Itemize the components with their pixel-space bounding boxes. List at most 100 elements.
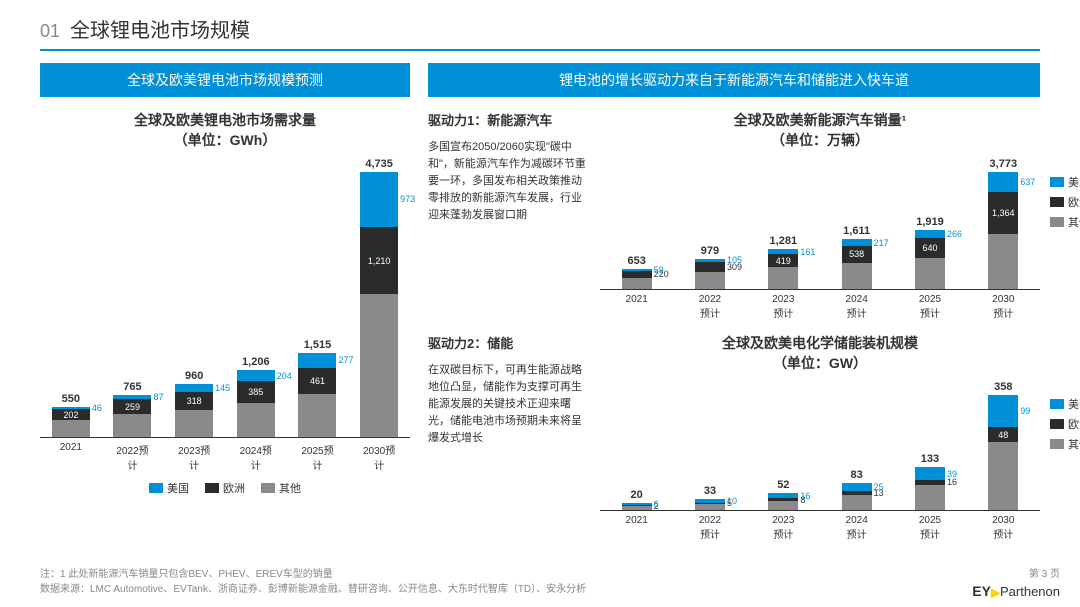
bar-column: 52 816 [768, 479, 798, 510]
bar-segment-us: 16 [768, 493, 798, 498]
bar-segment-other [237, 403, 275, 438]
bar-column: 3,7731,364637 [988, 158, 1018, 289]
right-column: 锂电池的增长驱动力来自于新能源汽车和储能进入快车道 驱动力1：新能源汽车 多国宣… [428, 63, 1040, 541]
x-axis-label: 2021 [622, 294, 652, 320]
bar-total-label: 83 [851, 469, 863, 481]
bar-total-label: 550 [62, 393, 80, 405]
legend-item-us: 美国 [1050, 396, 1080, 412]
d1-title-l1: 全球及欧美新能源汽车销量¹ [600, 111, 1040, 131]
segment-value-label: 217 [872, 238, 889, 248]
x-axis-label: 2030预计 [988, 294, 1018, 320]
segment-value-label: 1,364 [992, 208, 1015, 218]
section-title: 全球锂电池市场规模 [70, 14, 250, 43]
segment-value-label: 39 [945, 469, 957, 479]
driver2-chart-wrap: 全球及欧美电化学储能装机规模 （单位：GW） 20263351052816831… [600, 334, 1040, 541]
legend-swatch [1050, 399, 1064, 409]
bar-segment-eu: 13 [842, 491, 872, 495]
segment-value-label: 1,210 [368, 256, 391, 266]
bar-segment-us: 277 [298, 353, 336, 369]
bar-segment-us: 59 [622, 269, 652, 271]
legend-label: 欧洲 [223, 480, 245, 496]
bar-segment-us: 39 [915, 467, 945, 479]
legend-label: 美国 [1068, 174, 1080, 190]
segment-value-label: 16 [798, 491, 810, 501]
legend-item-other: 其他 [1050, 436, 1080, 452]
segment-value-label: 16 [945, 477, 957, 487]
x-axis-label: 2022预计 [695, 515, 725, 541]
bar-segment-us: 87 [113, 395, 151, 400]
bar-total-label: 1,281 [770, 235, 798, 247]
driver2-legend: 美国欧洲其他 [1050, 396, 1080, 456]
x-axis-label: 2024预计 [237, 442, 275, 472]
content-columns: 全球及欧美锂电池市场规模预测 全球及欧美锂电池市场需求量 （单位：GWh） 55… [40, 63, 1040, 541]
logo-separator: ▸ [991, 582, 1000, 602]
legend-swatch [261, 483, 275, 493]
legend-swatch [1050, 177, 1064, 187]
x-axis-label: 2021 [622, 515, 652, 541]
bar-stack: 25987 [113, 395, 151, 438]
bar-segment-other [842, 263, 872, 290]
bar-column: 1,206 385 204 [237, 356, 275, 438]
bar-segment-other [695, 504, 725, 510]
driver1-text: 驱动力1：新能源汽车 多国宣布2050/2060实现"碳中和"，新能源汽车作为减… [428, 111, 588, 320]
bar-column: 1,515461277 [298, 339, 336, 438]
bar-total-label: 52 [777, 479, 789, 491]
bar-segment-eu: 538 [842, 246, 872, 263]
d1-title-l2: （单位：万辆） [600, 131, 1040, 151]
bar-segment-other [622, 278, 652, 290]
bar-segment-us: 217 [842, 239, 872, 246]
bar-column: 4,7351,210973 [360, 158, 398, 437]
bar-stack: 309105 [695, 259, 725, 289]
ey-parthenon-logo: EY▸Parthenon [972, 580, 1060, 601]
legend-swatch [1050, 197, 1064, 207]
bar-segment-eu: 419 [768, 254, 798, 267]
bar-segment-other [175, 410, 213, 438]
bar-column: 1331639 [915, 453, 945, 510]
segment-value-label: 461 [310, 376, 325, 386]
bar-segment-us: 105 [695, 259, 725, 262]
driver2-row: 驱动力2：储能 在双碳目标下，可再生能源战略地位凸显，储能作为支撑可再生能源发展… [428, 334, 1040, 541]
bar-stack: 419161 [768, 249, 798, 289]
bar-segment-us: 25 [842, 483, 872, 491]
legend-label: 其他 [1068, 214, 1080, 230]
x-axis-label: 2024预计 [842, 515, 872, 541]
x-axis-label: 2023预计 [768, 515, 798, 541]
bar-total-label: 4,735 [365, 158, 393, 170]
bar-stack: 26 [622, 503, 652, 510]
bar-total-label: 1,206 [242, 356, 270, 368]
bar-stack: 4899 [988, 395, 1018, 510]
bar-segment-eu: 318 [175, 392, 213, 410]
bar-segment-us: 46 [52, 407, 90, 410]
driver1-chart-title: 全球及欧美新能源汽车销量¹ （单位：万辆） [600, 111, 1040, 150]
bar-stack: 640266 [915, 230, 945, 289]
bar-total-label: 653 [627, 255, 645, 267]
x-axis: 20212022预计2023预计2024预计2025预计2030预计 [40, 442, 410, 472]
left-chart: 55020246765259879603181451,2063852041,51… [40, 158, 410, 472]
bar-column: 2026 [622, 489, 652, 510]
driver2-text: 驱动力2：储能 在双碳目标下，可再生能源战略地位凸显，储能作为支撑可再生能源发展… [428, 334, 588, 541]
legend-label: 美国 [1068, 396, 1080, 412]
bar-column: 1,611538217 [842, 225, 872, 289]
segment-value-label: 973 [398, 194, 415, 204]
bar-segment-eu: 461 [298, 368, 336, 394]
bar-column: 76525987 [113, 381, 151, 438]
bar-column: 83 1325 [842, 469, 872, 510]
bars-row: 653220599793091051,2814191611,6115382171… [600, 158, 1040, 290]
bar-segment-other [988, 442, 1018, 510]
legend-item-us: 美国 [1050, 174, 1080, 190]
bar-segment-eu: 385 [237, 381, 275, 403]
x-axis-label: 2024预计 [842, 294, 872, 320]
driver2-chart-title: 全球及欧美电化学储能装机规模 （单位：GW） [600, 334, 1040, 373]
bar-total-label: 33 [704, 485, 716, 497]
bar-segment-us: 204 [237, 370, 275, 381]
segment-value-label: 637 [1018, 177, 1035, 187]
legend-swatch [149, 483, 163, 493]
bar-segment-other [768, 267, 798, 289]
bar-segment-eu: 8 [768, 498, 798, 501]
bar-total-label: 358 [994, 381, 1012, 393]
x-axis-label: 2023预计 [175, 442, 213, 472]
segment-value-label: 10 [725, 496, 737, 506]
right-banner: 锂电池的增长驱动力来自于新能源汽车和储能进入快车道 [428, 63, 1040, 97]
bar-total-label: 1,919 [916, 216, 944, 228]
segment-value-label: 385 [248, 387, 263, 397]
